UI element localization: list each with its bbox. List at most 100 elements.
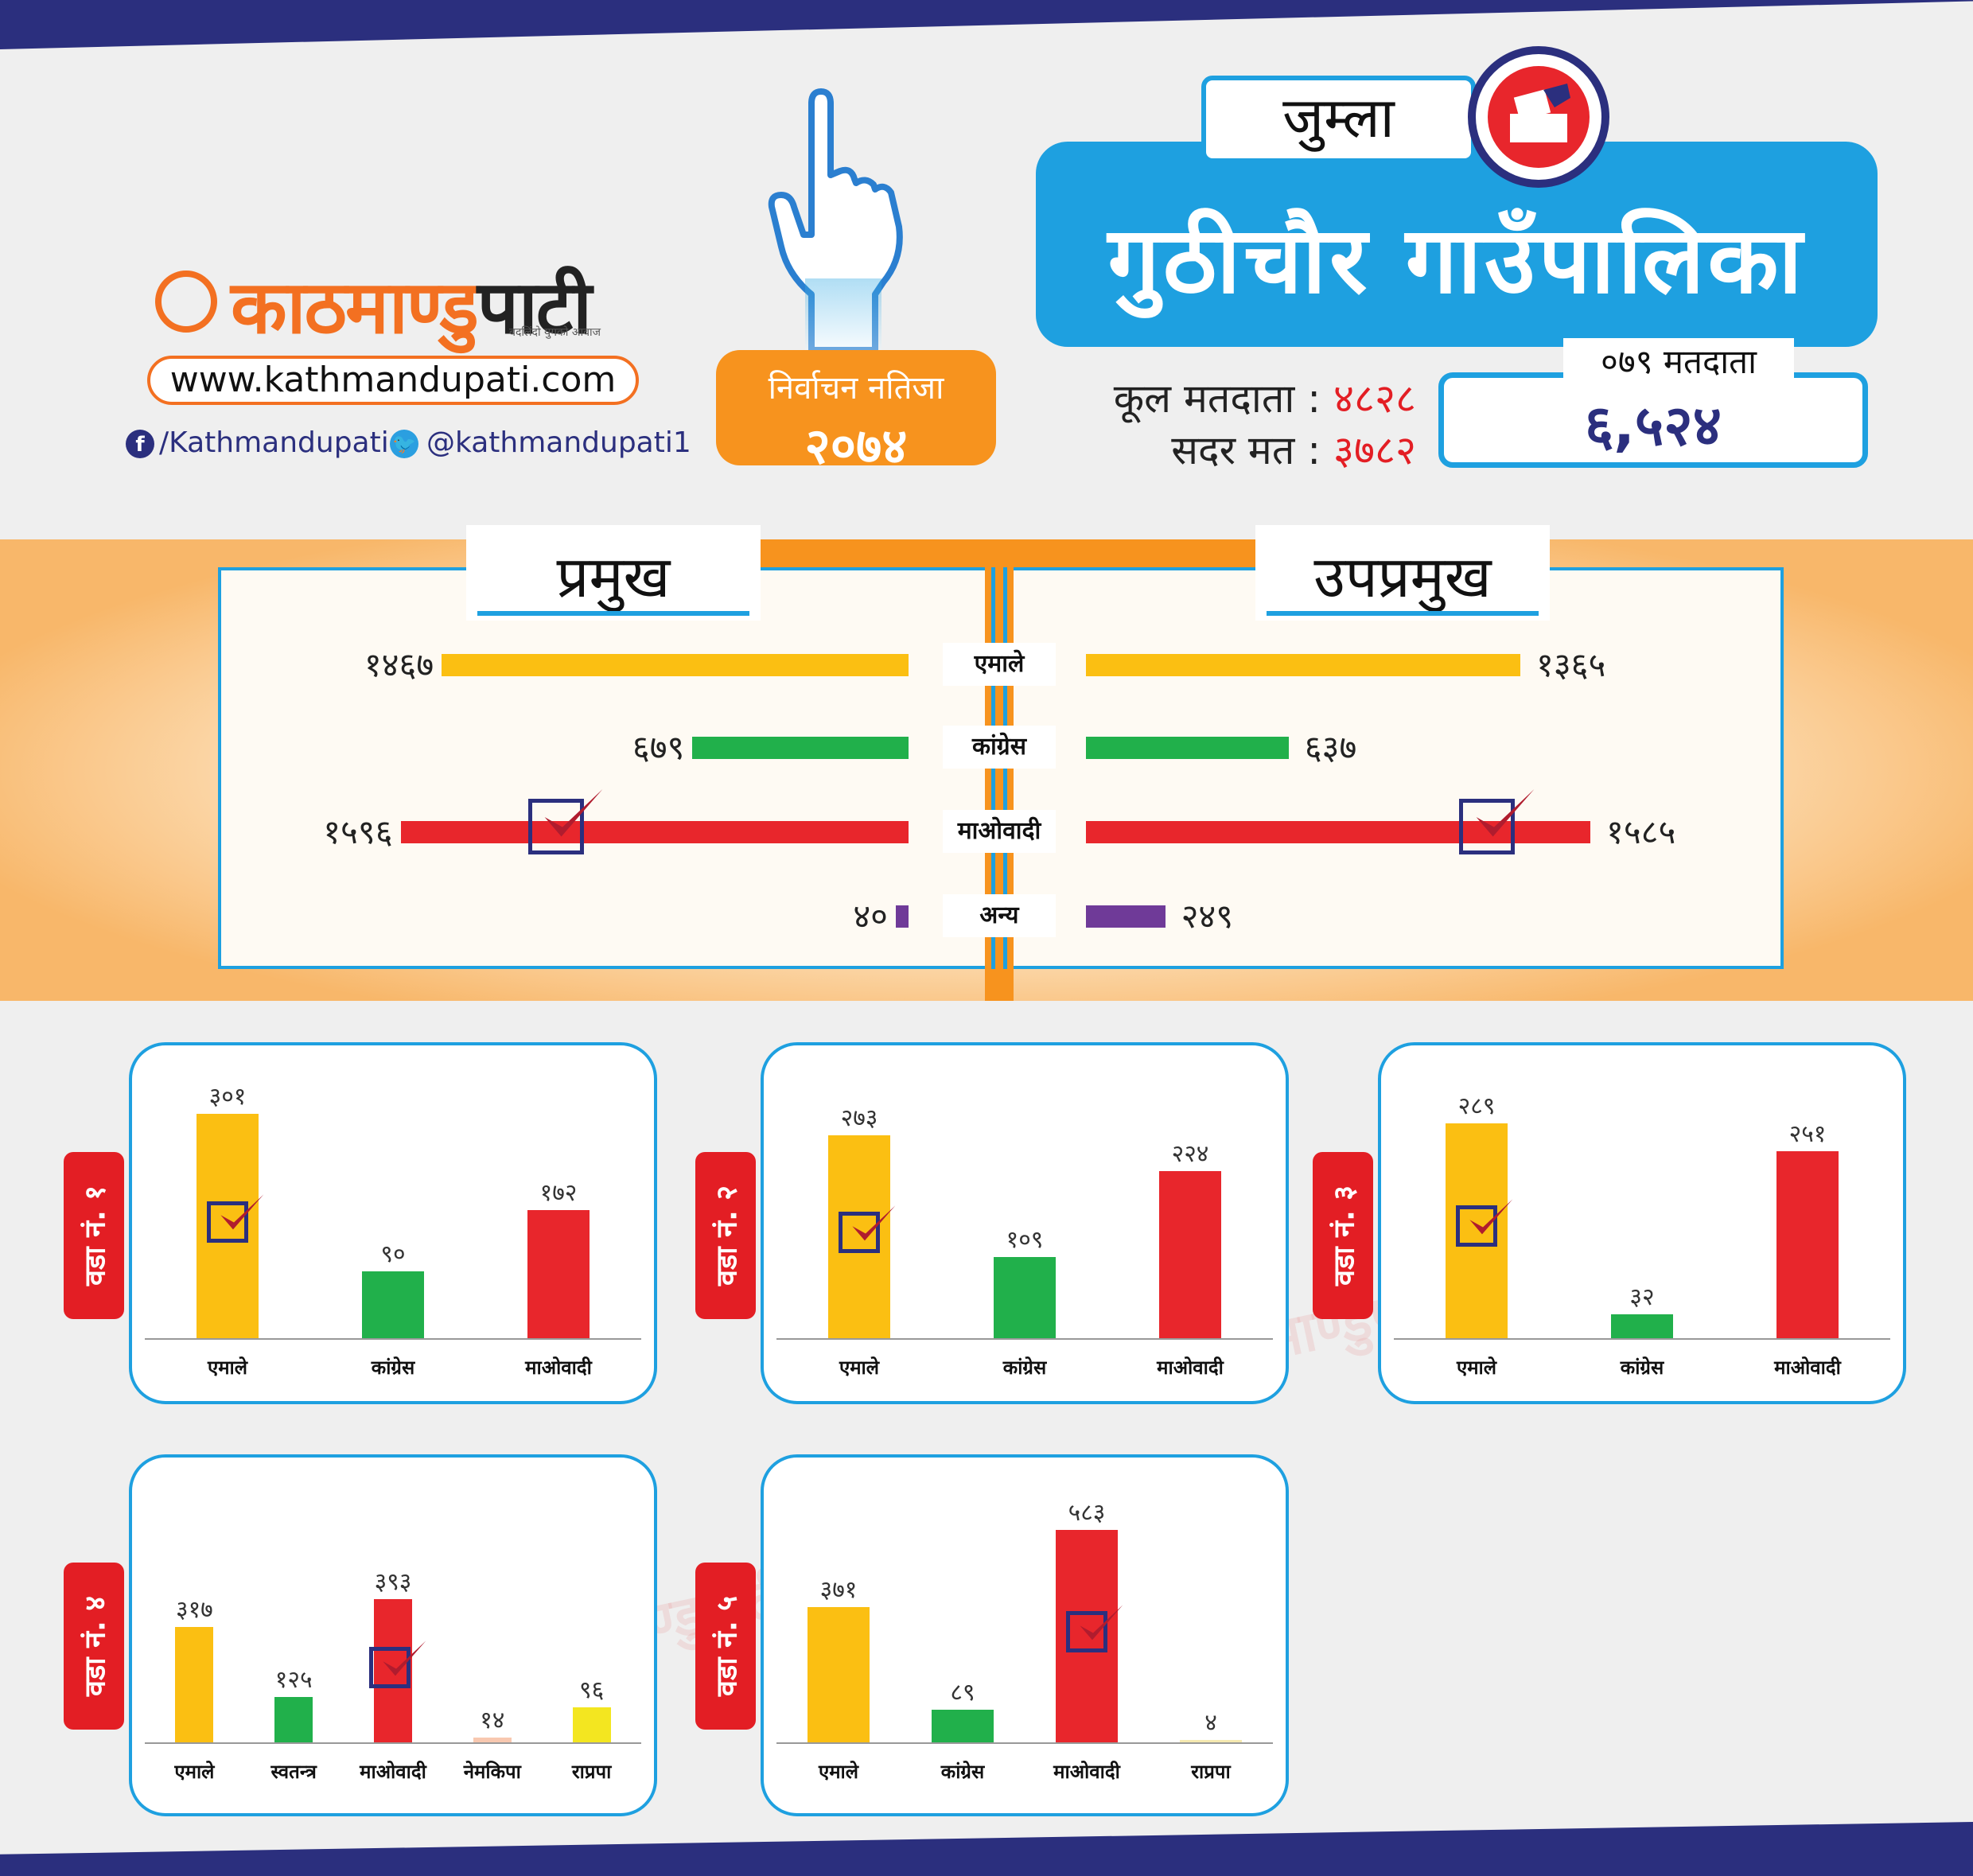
ward-category-label: नेमकिपा bbox=[463, 1761, 521, 1783]
ward-value-label: १७२ bbox=[539, 1179, 578, 1208]
ward-category-label: कांग्रेस bbox=[371, 1356, 415, 1379]
ward-number-label: वडा नं. ५ bbox=[710, 1595, 744, 1697]
voters-079-value: ६,५२४ bbox=[1584, 393, 1722, 458]
deputy-heading: उपप्रमुख bbox=[1255, 525, 1550, 621]
ward-number-label: वडा नं. १ bbox=[79, 1185, 112, 1286]
municipality-banner: गुठीचौर गाउँपालिका bbox=[1036, 142, 1878, 347]
colon-sep: : bbox=[1307, 376, 1321, 422]
ward-category-label: एमाले bbox=[818, 1761, 859, 1783]
deputy-bar-3 bbox=[1086, 905, 1166, 928]
website-url[interactable]: www.kathmandupati.com bbox=[147, 356, 639, 405]
ward-value-label: ३०१ bbox=[208, 1083, 247, 1111]
mayor-heading: प्रमुख bbox=[466, 525, 761, 621]
logo-dark-text: पाटी bbox=[477, 265, 592, 350]
ward-bar bbox=[572, 1707, 611, 1742]
deputy-value-label: २४९ bbox=[1181, 897, 1234, 936]
ward-number-label: वडा नं. ४ bbox=[79, 1595, 112, 1697]
ward-bar bbox=[274, 1696, 313, 1742]
top-decor-bar bbox=[0, 0, 1973, 49]
ward-value-label: २२४ bbox=[1171, 1140, 1209, 1169]
ward-number-label: वडा नं. २ bbox=[710, 1185, 744, 1286]
ward-number-tab: वडा नं. १ bbox=[64, 1152, 124, 1319]
party-label: माओवादी bbox=[943, 810, 1056, 853]
ward-value-label: ९० bbox=[380, 1240, 406, 1268]
ballot-box-icon bbox=[1488, 66, 1590, 168]
ward-value-label: १४ bbox=[480, 1706, 505, 1734]
facebook-icon: f bbox=[126, 430, 154, 458]
ward-value-label: ३२ bbox=[1629, 1283, 1655, 1312]
mayor-heading-underline bbox=[477, 611, 749, 616]
ward-value-label: १०९ bbox=[1006, 1226, 1044, 1255]
ward-category-label: एमाले bbox=[839, 1356, 880, 1379]
voting-finger-icon bbox=[768, 88, 903, 358]
ward-bar bbox=[175, 1626, 214, 1742]
ward-value-label: २७३ bbox=[840, 1103, 878, 1132]
winner-check-icon bbox=[1456, 1199, 1513, 1247]
ward-number-tab: वडा नं. २ bbox=[695, 1152, 756, 1319]
ward-category-label: स्वतन्त्र bbox=[270, 1761, 317, 1783]
party-label: कांग्रेस bbox=[943, 726, 1056, 769]
deputy-value-label: ६३७ bbox=[1304, 728, 1357, 767]
ward-value-label: ३१७ bbox=[175, 1595, 213, 1624]
mayor-bar-2 bbox=[400, 821, 909, 843]
mayor-bar-1 bbox=[692, 737, 909, 759]
facebook-handle[interactable]: /Kathmandupati bbox=[159, 426, 389, 459]
deputy-value-label: १३६५ bbox=[1536, 645, 1606, 684]
valid-votes-line: सदर मत : ३७८२ bbox=[1034, 422, 1416, 476]
mayor-bar-0 bbox=[442, 654, 909, 676]
ward-category-label: कांग्रेस bbox=[940, 1761, 985, 1783]
total-voters-label: कूल मतदाता bbox=[1113, 376, 1295, 422]
winner-check-icon bbox=[1459, 788, 1534, 854]
party-label: अन्य bbox=[943, 894, 1056, 937]
ward-category-label: माओवादी bbox=[360, 1761, 426, 1783]
twitter-handle[interactable]: @kathmandupati1 bbox=[426, 426, 691, 459]
mayor-value-label: ६७९ bbox=[632, 728, 685, 767]
logo-mark-icon bbox=[155, 271, 217, 333]
deputy-heading-underline bbox=[1267, 611, 1539, 616]
election-result-badge: निर्वाचन नतिजा २०७४ bbox=[716, 350, 996, 475]
ward-card bbox=[129, 1454, 657, 1816]
ward-bar bbox=[473, 1737, 512, 1742]
ward-category-label: राप्रपा bbox=[571, 1761, 612, 1783]
deputy-bar-2 bbox=[1086, 821, 1590, 843]
total-voters-value: ४८२८ bbox=[1333, 376, 1416, 422]
logo-wordmark: काठमाण्डुपाटी bbox=[231, 255, 592, 354]
ward-category-label: माओवादी bbox=[1774, 1356, 1841, 1379]
ward-value-label: १२५ bbox=[274, 1665, 313, 1694]
winner-check-icon bbox=[527, 788, 603, 854]
connector-bar bbox=[753, 539, 1262, 570]
ward-value-label: २५१ bbox=[1788, 1120, 1827, 1149]
mayor-value-label: ४० bbox=[853, 897, 888, 936]
ward-number-tab: वडा नं. ४ bbox=[64, 1563, 124, 1730]
ward-bar bbox=[362, 1271, 424, 1338]
ward-bar bbox=[932, 1710, 994, 1742]
colon-sep: : bbox=[1307, 427, 1321, 473]
ward-number-label: वडा नं. ३ bbox=[1328, 1185, 1361, 1286]
ward-baseline bbox=[1394, 1338, 1890, 1340]
ward-category-label: एमाले bbox=[207, 1356, 248, 1379]
ward-value-label: ९६ bbox=[578, 1676, 605, 1704]
ward-value-label: ३९३ bbox=[374, 1567, 412, 1596]
ward-bar bbox=[1159, 1171, 1221, 1338]
winner-check-icon bbox=[1066, 1605, 1123, 1653]
election-result-label: निर्वाचन नतिजा bbox=[768, 370, 944, 407]
ward-category-label: राप्रपा bbox=[1191, 1761, 1231, 1783]
ward-category-label: कांग्रेस bbox=[1620, 1356, 1664, 1379]
election-year: २०७४ bbox=[804, 417, 908, 475]
bottom-decor-bar bbox=[0, 1822, 1973, 1876]
ward-bar bbox=[994, 1257, 1056, 1338]
voters-079-label: ०७९ मतदाता bbox=[1563, 338, 1794, 386]
ward-number-tab: वडा नं. ३ bbox=[1313, 1152, 1373, 1319]
total-voters-line: कूल मतदाता : ४८२८ bbox=[1034, 370, 1416, 424]
mayor-bar-3 bbox=[896, 905, 909, 928]
deputy-bar-1 bbox=[1086, 737, 1289, 759]
deputy-bar-0 bbox=[1086, 654, 1520, 676]
ward-category-label: माओवादी bbox=[1053, 1761, 1120, 1783]
ward-value-label: ३७१ bbox=[819, 1575, 858, 1604]
ward-bar bbox=[1180, 1740, 1242, 1742]
ward-category-label: कांग्रेस bbox=[1002, 1356, 1047, 1379]
winner-check-icon bbox=[207, 1194, 264, 1243]
ward-value-label: ४ bbox=[1204, 1709, 1217, 1737]
deputy-value-label: १५८५ bbox=[1606, 812, 1676, 851]
